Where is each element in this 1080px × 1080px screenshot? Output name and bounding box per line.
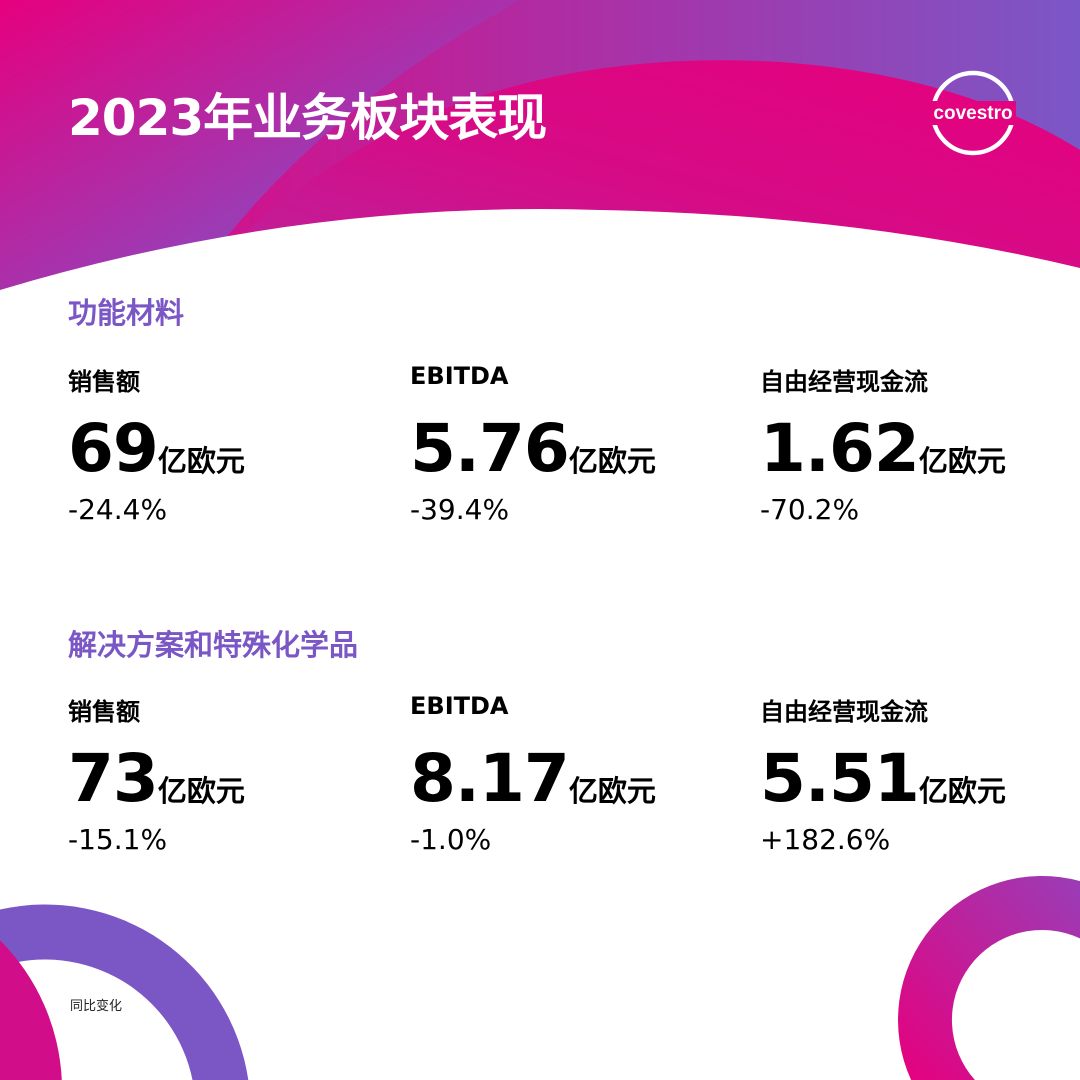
- metric-unit: 亿欧元: [157, 774, 245, 808]
- section-title-performance-materials: 功能材料: [68, 296, 185, 330]
- metric-card: EBITDA 8.17亿欧元 -1.0%: [410, 692, 740, 856]
- metric-change: -24.4%: [68, 493, 168, 526]
- ring-bottom-right: [898, 875, 1080, 1080]
- metric-card: 销售额 73亿欧元 -15.1%: [68, 692, 398, 856]
- metric-number: 73: [68, 740, 159, 817]
- metric-unit: 亿欧元: [918, 444, 1006, 478]
- metric-change: -39.4%: [410, 493, 510, 526]
- metric-card: EBITDA 5.76亿欧元 -39.4%: [410, 362, 740, 526]
- metric-unit: 亿欧元: [568, 774, 656, 808]
- header-band-left: [0, 0, 520, 300]
- metric-unit: 亿欧元: [918, 774, 1006, 808]
- metric-number: 5.51: [760, 740, 920, 817]
- metric-label: 自由经营现金流: [760, 368, 928, 396]
- metric-label: EBITDA: [410, 362, 509, 390]
- ring-bottom-left: [0, 904, 249, 1080]
- metric-value: 73亿欧元: [68, 740, 398, 817]
- metric-unit: 亿欧元: [157, 444, 245, 478]
- metric-change: -1.0%: [410, 823, 492, 856]
- metric-number: 5.76: [410, 410, 570, 487]
- metric-value: 69亿欧元: [68, 410, 398, 487]
- metric-number: 8.17: [410, 740, 570, 817]
- metric-value: 8.17亿欧元: [410, 740, 740, 817]
- footnote: 同比变化: [70, 999, 123, 1014]
- metric-card: 销售额 69亿欧元 -24.4%: [68, 362, 398, 526]
- covestro-logo: covestro: [930, 70, 1016, 156]
- blob-bottom-left: [0, 940, 62, 1080]
- metric-label: 自由经营现金流: [760, 698, 928, 726]
- metric-card: 自由经营现金流 5.51亿欧元 +182.6%: [760, 692, 1080, 856]
- metric-label: 销售额: [68, 368, 140, 396]
- metric-label: EBITDA: [410, 692, 509, 720]
- header-white-curve: [0, 209, 1080, 1080]
- svg-text:covestro: covestro: [933, 103, 1012, 124]
- metric-number: 1.62: [760, 410, 920, 487]
- metric-value: 1.62亿欧元: [760, 410, 1080, 487]
- metric-unit: 亿欧元: [568, 444, 656, 478]
- metric-value: 5.51亿欧元: [760, 740, 1080, 817]
- metric-change: +182.6%: [760, 823, 891, 856]
- metric-label: 销售额: [68, 698, 140, 726]
- page-title: 2023年业务板块表现: [68, 89, 547, 147]
- metric-number: 69: [68, 410, 159, 487]
- metric-change: -70.2%: [760, 493, 860, 526]
- metric-card: 自由经营现金流 1.62亿欧元 -70.2%: [760, 362, 1080, 526]
- metric-change: -15.1%: [68, 823, 168, 856]
- section-title-solutions-specialties: 解决方案和特殊化学品: [68, 628, 359, 662]
- metric-value: 5.76亿欧元: [410, 410, 740, 487]
